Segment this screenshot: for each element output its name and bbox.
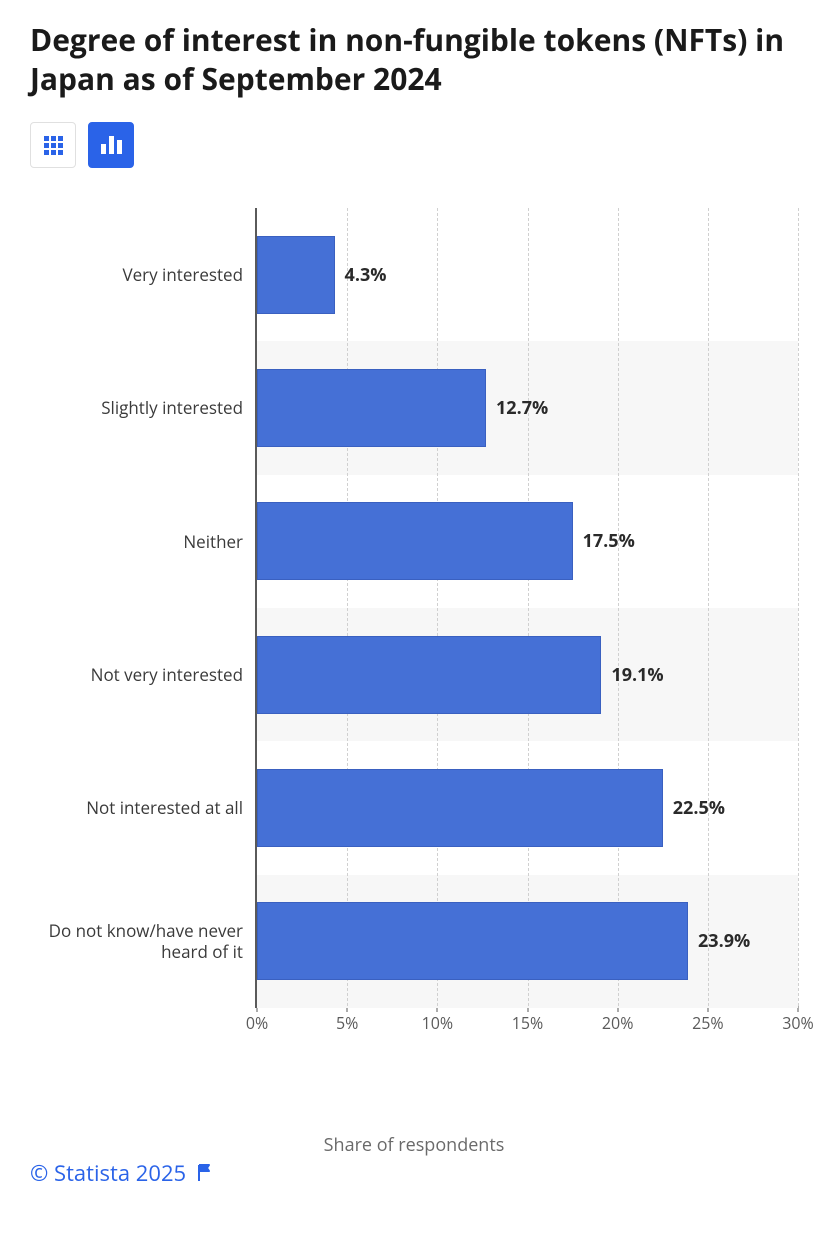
bar[interactable] [257,769,663,847]
chart-row: Neither17.5% [257,475,798,608]
copyright-text[interactable]: © Statista 2025 [30,1158,186,1188]
x-tick-label: 25% [692,1012,724,1034]
grid-line [798,208,799,1006]
x-axis-label: Share of respondents [30,1133,798,1157]
bar[interactable] [257,369,486,447]
chart-row: Not interested at all22.5% [257,741,798,874]
chart-container: 0%5%10%15%20%25%30% Very interested4.3%S… [30,208,798,1088]
category-label: Not very interested [32,664,257,685]
x-tick-label: 15% [512,1012,544,1034]
category-label: Very interested [32,264,257,285]
chart-plot-area: 0%5%10%15%20%25%30% Very interested4.3%S… [255,208,798,1008]
grid-view-button[interactable] [30,122,76,168]
chart-row: Do not know/have never heard of it23.9% [257,875,798,1008]
category-label: Slightly interested [32,397,257,418]
x-tick-label: 0% [246,1012,268,1034]
value-label: 19.1% [611,663,663,687]
chart-row: Very interested4.3% [257,208,798,341]
bar[interactable] [257,502,573,580]
chart-row: Not very interested19.1% [257,608,798,741]
value-label: 17.5% [583,529,635,553]
value-label: 22.5% [673,796,725,820]
bar-chart-icon [101,136,122,154]
category-label: Do not know/have never heard of it [32,920,257,963]
view-toolbar [30,122,798,168]
flag-icon[interactable] [198,1164,214,1182]
bar[interactable] [257,636,601,714]
page-title: Degree of interest in non-fungible token… [30,20,798,98]
x-tick-label: 10% [422,1012,454,1034]
bar[interactable] [257,902,688,980]
chart-view-button[interactable] [88,122,134,168]
x-tick-label: 30% [782,1012,814,1034]
x-tick-label: 5% [336,1012,358,1034]
value-label: 4.3% [345,263,387,287]
x-tick-label: 20% [602,1012,634,1034]
value-label: 12.7% [496,396,548,420]
bar[interactable] [257,236,335,314]
category-label: Not interested at all [32,797,257,818]
footer: © Statista 2025 [30,1158,798,1188]
x-axis-ticks: 0%5%10%15%20%25%30% [257,1006,798,1036]
chart-row: Slightly interested12.7% [257,341,798,474]
category-label: Neither [32,531,257,552]
grid-icon [44,136,63,155]
value-label: 23.9% [698,929,750,953]
